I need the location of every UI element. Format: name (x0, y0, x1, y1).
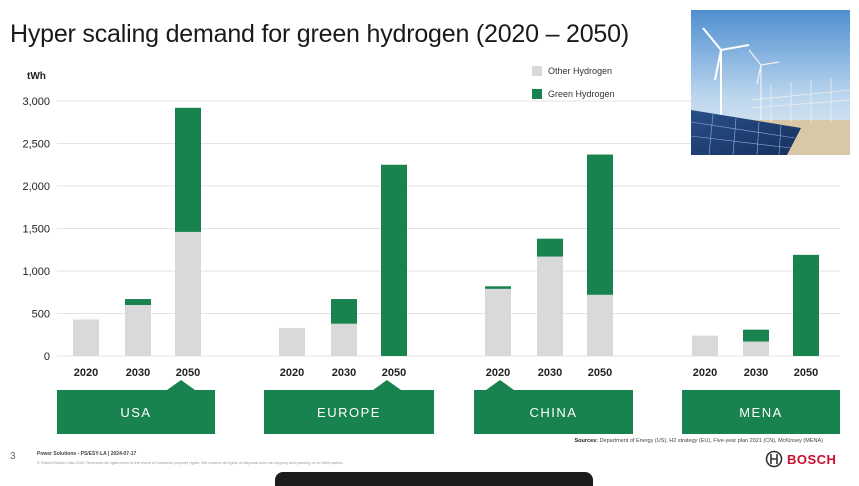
video-overlay-bar (275, 472, 593, 486)
bar-green-mena-2030 (743, 329, 769, 342)
bar-green-europe-2050 (381, 164, 407, 356)
x-tick-label-usa-2050: 2050 (176, 367, 200, 379)
bar-other-usa-2050 (175, 231, 201, 356)
brand-name: BOSCH (787, 451, 837, 467)
bar-other-mena-2020 (692, 335, 718, 356)
sources-label: Sources: (574, 438, 599, 444)
y-tick-label: 3,000 (22, 96, 50, 108)
sources-text: Department of Energy (US), H2 strategy (… (599, 438, 823, 444)
region-notch-usa (167, 380, 195, 390)
y-axis-unit: tWh (27, 71, 46, 82)
region-label-china: CHINA (474, 380, 633, 434)
bosch-armature-icon (765, 450, 783, 468)
y-tick-label: 0 (44, 351, 50, 363)
bar-other-mena-2030 (743, 341, 769, 356)
footer-copyright: © Robert Bosch Ltda 2024. Reserves all r… (37, 460, 344, 465)
x-tick-label-europe-2050: 2050 (382, 367, 406, 379)
region-text-europe: EUROPE (317, 404, 381, 420)
page-number: 3 (10, 451, 16, 462)
region-text-china: CHINA (529, 404, 578, 420)
bar-green-europe-2030 (331, 299, 357, 324)
x-tick-label-europe-2030: 2030 (332, 367, 356, 379)
bar-other-china-2050 (587, 294, 613, 356)
bosch-logo: BOSCH (765, 450, 836, 468)
bar-other-usa-2020 (73, 319, 99, 356)
x-tick-label-china-2020: 2020 (486, 367, 510, 379)
legend-item-other: Other Hydrogen (532, 66, 612, 76)
bar-green-usa-2050 (175, 107, 201, 232)
wind-solar-energy-photo (691, 10, 850, 155)
bar-other-europe-2030 (331, 323, 357, 356)
x-tick-label-usa-2030: 2030 (126, 367, 150, 379)
x-tick-label-china-2030: 2030 (538, 367, 562, 379)
energy-photo-illustration (691, 10, 850, 155)
sources-note: Sources: Department of Energy (US), H2 s… (574, 438, 823, 444)
x-tick-label-mena-2050: 2050 (794, 367, 818, 379)
bar-green-china-2050 (587, 154, 613, 295)
bar-green-usa-2030 (125, 299, 151, 305)
bar-other-china-2020 (485, 288, 511, 356)
x-tick-label-mena-2020: 2020 (693, 367, 717, 379)
x-tick-label-europe-2020: 2020 (280, 367, 304, 379)
bar-green-china-2020 (485, 286, 511, 289)
region-label-europe: EUROPE (264, 380, 434, 434)
region-label-usa: USA (57, 380, 215, 434)
bar-other-europe-2020 (279, 327, 305, 356)
bar-green-china-2030 (537, 238, 563, 257)
legend-label-other: Other Hydrogen (548, 66, 613, 76)
bar-other-china-2030 (537, 256, 563, 356)
bar-other-usa-2030 (125, 305, 151, 356)
legend-swatch-green (532, 89, 542, 99)
legend-label-green: Green Hydrogen (548, 89, 615, 99)
region-notch-europe (373, 380, 401, 390)
region-notch-china (486, 380, 514, 390)
y-tick-label: 1,000 (22, 266, 50, 278)
y-tick-label: 500 (32, 309, 50, 321)
x-tick-label-usa-2020: 2020 (74, 367, 98, 379)
x-tick-label-china-2050: 2050 (588, 367, 612, 379)
region-text-mena: MENA (739, 404, 783, 420)
legend-item-green: Green Hydrogen (532, 89, 615, 99)
y-tick-label: 1,500 (22, 224, 50, 236)
y-tick-label: 2,000 (22, 181, 50, 193)
region-label-mena: MENA (682, 390, 840, 434)
bar-green-mena-2050 (793, 254, 819, 356)
x-tick-label-mena-2030: 2030 (744, 367, 768, 379)
legend-swatch-other (532, 66, 542, 76)
region-text-usa: USA (120, 404, 152, 420)
y-tick-label: 2,500 (22, 139, 50, 151)
page-title: Hyper scaling demand for green hydrogen … (10, 20, 629, 48)
footer-department: Power Solutions - PS/ESY-LA | 2024-07-17 (37, 451, 137, 457)
